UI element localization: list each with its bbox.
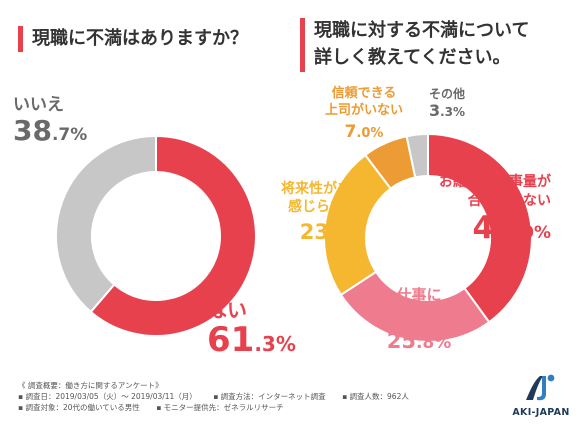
- right-donut-slice-0: [427, 132, 533, 324]
- right-chart-title-line-2: 詳しく教えてください。: [314, 47, 511, 68]
- left-donut-slice-0: [89, 134, 257, 337]
- survey-provider: ▪ モニター提供先：ゼネラルリサーチ: [156, 403, 284, 412]
- right-other-value: 3.3%: [429, 101, 465, 120]
- right-future-label-line-1: 感じられない: [288, 198, 372, 215]
- right-other-label-line-0: その他: [429, 86, 465, 101]
- right-purpose-label-line-1: やりがいがない: [366, 305, 471, 323]
- right-pay-label-line-0: お給料と仕事量が: [439, 173, 552, 190]
- left-chart-title: 現職に不満はありますか？: [32, 28, 248, 49]
- right-title-accent-bar: [300, 18, 305, 72]
- right-purpose-value: 25.8%: [387, 329, 452, 353]
- survey-summary-row-2: ▪ 調査対象：20代の働いている男性 ▪ モニター提供先：ゼネラルリサーチ: [18, 402, 423, 413]
- survey-count: ▪ 調査人数：962人: [342, 392, 409, 401]
- left-donut-slice-1: [55, 134, 157, 314]
- left-yes-label-line-0: はい: [207, 298, 247, 322]
- left-no-label-line-0: いいえ: [13, 95, 64, 115]
- survey-summary: 《 調査概要：働き方に関するアンケート》 ▪ 調査日：2019/03/05（火）…: [18, 380, 423, 413]
- survey-summary-title: 《 調査概要：働き方に関するアンケート》: [18, 381, 163, 390]
- right-purpose-label-line-0: 仕事に: [395, 286, 441, 304]
- right-pay-label-line-1: 合っていない: [468, 192, 551, 209]
- aki-japan-logo: AKI-JAPAN: [510, 372, 572, 418]
- right-future-label-line-0: 将来性があまり: [281, 180, 379, 197]
- right-boss-label-line-0: 信頼できる: [332, 85, 397, 101]
- survey-method: ▪ 調査方法：インターネット調査: [213, 392, 326, 401]
- left-no-value: 38.7%: [13, 114, 87, 147]
- survey-target: ▪ 調査対象：20代の働いている男性: [18, 403, 140, 412]
- right-boss-label-line-1: 上司がいない: [325, 102, 403, 118]
- survey-date: ▪ 調査日：2019/03/05（火）～ 2019/03/11（月）: [18, 392, 197, 401]
- left-yes-value: 61.3%: [207, 320, 296, 360]
- aj-logo-icon: [526, 374, 555, 401]
- right-chart-title: 現職に対する不満について 詳しく教えてください。: [314, 17, 529, 71]
- survey-summary-row-1: ▪ 調査日：2019/03/05（火）～ 2019/03/11（月） ▪ 調査方…: [18, 391, 423, 402]
- right-chart-title-line-1: 現職に対する不満について: [314, 20, 530, 41]
- right-future-value: 23.9%: [300, 220, 360, 244]
- right-donut-slice-4: [405, 132, 429, 179]
- right-boss-value: 7.0%: [345, 122, 384, 142]
- logo-text: AKI-JAPAN: [512, 407, 570, 418]
- left-title-accent-bar: [18, 26, 23, 52]
- right-pay-value: 40.0%: [473, 210, 551, 246]
